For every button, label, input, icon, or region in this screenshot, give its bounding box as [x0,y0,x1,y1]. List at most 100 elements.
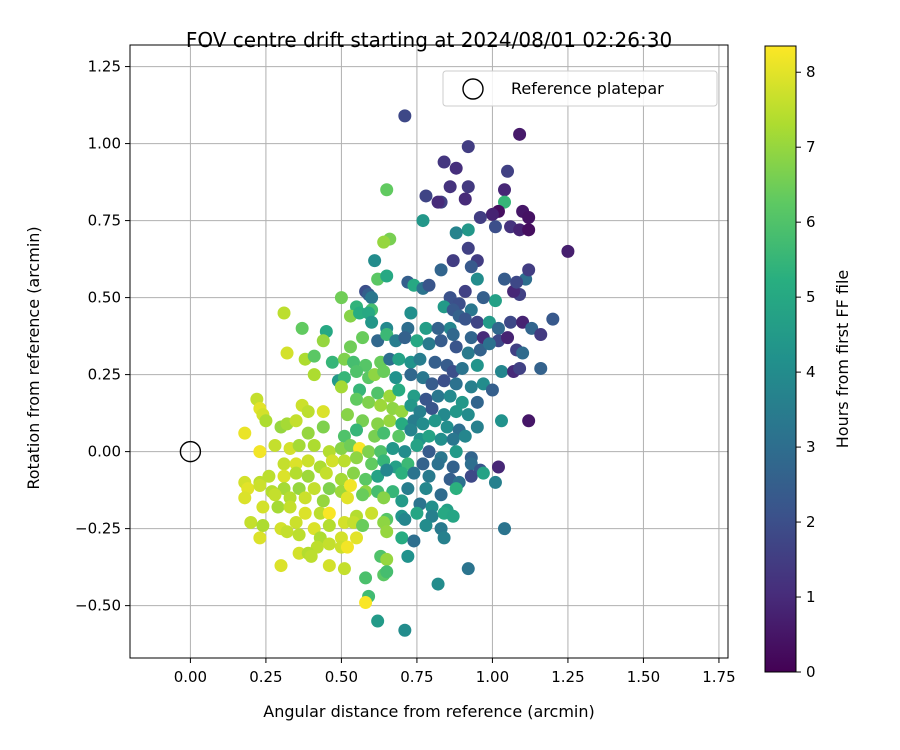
data-point [494,365,508,379]
data-point [407,466,421,480]
colorbar-gradient [764,45,797,673]
data-point [395,494,409,508]
data-point [325,355,339,369]
data-point [446,460,460,474]
data-point [377,426,391,440]
data-point [501,331,515,345]
data-point [337,429,351,443]
data-point [470,315,484,329]
data-point [238,491,252,505]
data-point [498,272,512,286]
data-point [464,331,478,345]
colorbar-tick-label: 5 [806,288,816,306]
data-point [256,519,270,533]
data-point [419,392,433,406]
data-point [377,365,391,379]
data-point [371,614,385,628]
data-point [253,478,267,492]
data-point [374,398,388,412]
data-point [398,512,412,526]
data-point [356,519,370,533]
data-point [504,315,518,329]
x-tick-label: 1.50 [627,668,660,686]
data-point [322,537,336,551]
data-point [431,321,445,335]
data-point [461,346,475,360]
data-point [446,432,460,446]
data-point [292,482,306,496]
data-point [498,183,512,197]
colorbar-tick-label: 2 [806,513,816,531]
data-point [458,429,472,443]
data-point [425,377,439,391]
data-point [449,161,463,175]
data-point [422,278,436,292]
data-point [307,349,321,363]
data-point [350,423,364,437]
data-point [494,414,508,428]
data-point [419,321,433,335]
data-point [534,361,548,375]
data-point [283,500,297,514]
data-point [307,482,321,496]
colorbar-tick-label: 1 [806,588,816,606]
legend: Reference platepar [442,70,718,107]
x-tick-label: 1.25 [551,668,584,686]
data-point [398,331,412,345]
data-point [371,386,385,400]
data-point [464,469,478,483]
x-tick-label: 1.00 [476,668,509,686]
data-point [498,195,512,209]
data-point [304,549,318,563]
data-point [301,469,315,483]
data-point [428,355,442,369]
scatter-points [238,109,575,637]
data-point [434,334,448,348]
y-tick-label: 0.75 [88,212,121,230]
data-point [365,506,379,520]
data-point [337,454,351,468]
data-point [346,466,360,480]
data-point [498,522,512,536]
data-point [316,494,330,508]
data-point [419,519,433,533]
colorbar-ticks: 0 1 2 3 4 5 6 7 8 [796,63,816,681]
data-point [383,414,397,428]
data-point [316,405,330,419]
data-point [434,432,448,446]
data-point [410,334,424,348]
y-axis-label: Rotation from reference (arcmin) [24,226,43,489]
data-point [295,321,309,335]
colorbar-tick-label: 0 [806,663,816,681]
data-point [322,506,336,520]
data-point [362,395,376,409]
data-point [488,475,502,489]
data-point [377,235,391,249]
data-point [434,263,448,277]
data-point [350,392,364,406]
data-point [434,488,448,502]
data-point [461,562,475,576]
data-point [425,500,439,514]
data-point [464,260,478,274]
data-point [380,463,394,477]
data-point [404,423,418,437]
data-point [283,491,297,505]
colorbar-tick-label: 3 [806,438,816,456]
data-point [365,291,379,305]
data-point [386,442,400,456]
colorbar-tick-label: 7 [806,138,816,156]
data-point [365,457,379,471]
data-point [380,552,394,566]
data-point [271,500,285,514]
data-point [334,380,348,394]
data-point [289,414,303,428]
data-point [301,454,315,468]
data-point [461,140,475,154]
data-point [277,469,291,483]
data-point [316,334,330,348]
data-point [380,183,394,197]
data-point [431,195,445,209]
x-tick-label: 1.75 [702,668,735,686]
data-point [289,457,303,471]
